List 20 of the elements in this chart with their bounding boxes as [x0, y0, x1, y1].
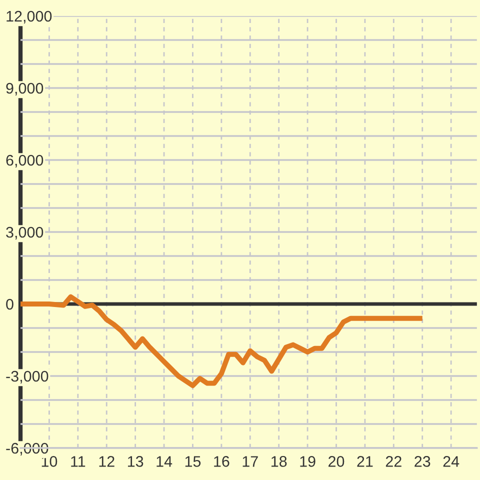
y-tick-label: 0: [6, 298, 14, 310]
x-tick-label: 23: [414, 456, 430, 467]
x-tick-label: 24: [443, 456, 460, 467]
y-tick-label: -3,000: [6, 370, 48, 384]
x-tick-label: 21: [357, 456, 373, 467]
y-tick-label: 12,000: [6, 10, 52, 24]
x-tick-label: 19: [300, 456, 316, 467]
x-tick-label: 15: [185, 456, 201, 467]
x-tick-label: 14: [156, 456, 172, 467]
x-tick-label: 16: [214, 456, 230, 467]
y-tick-label: 6,000: [6, 154, 44, 168]
x-tick-label: 20: [328, 456, 344, 467]
x-tick-label: 12: [99, 456, 114, 467]
x-tick-label: 11: [71, 456, 86, 467]
x-tick-label: 17: [242, 456, 258, 467]
x-tick-label: 22: [386, 456, 402, 467]
y-tick-label: 3,000: [6, 226, 44, 240]
x-tick-label: 13: [128, 456, 144, 467]
x-tick-label: 18: [272, 456, 287, 467]
y-tick-label: 9,000: [6, 82, 44, 96]
